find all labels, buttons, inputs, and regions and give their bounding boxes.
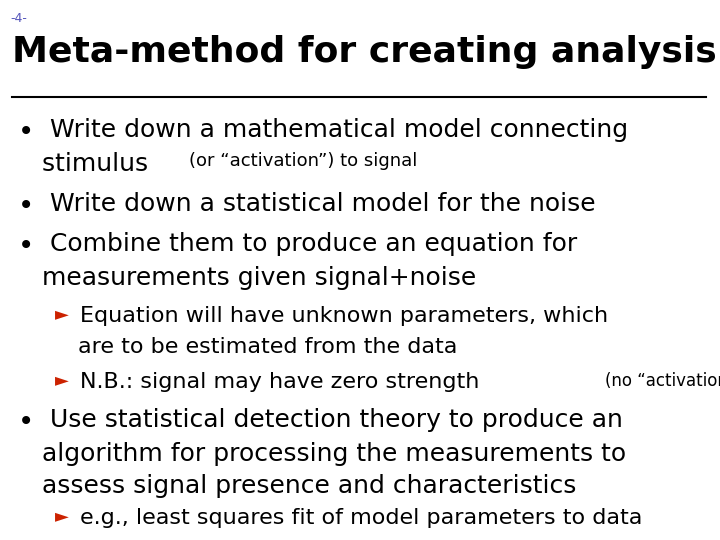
Text: (or “activation”) to signal: (or “activation”) to signal (189, 152, 418, 170)
Text: N.B.: signal may have zero strength: N.B.: signal may have zero strength (81, 372, 487, 392)
Text: assess signal presence and characteristics: assess signal presence and characteristi… (42, 474, 577, 498)
Text: (no “activation”): (no “activation”) (605, 372, 720, 390)
Text: •: • (18, 192, 43, 220)
Text: algorithm for processing the measurements to: algorithm for processing the measurement… (42, 442, 626, 466)
Text: e.g., least squares fit of model parameters to data: e.g., least squares fit of model paramet… (81, 508, 643, 528)
Text: stimulus: stimulus (42, 152, 156, 176)
Text: Combine them to produce an equation for: Combine them to produce an equation for (50, 232, 577, 256)
Text: are to be estimated from the data: are to be estimated from the data (78, 337, 457, 357)
Text: ►: ► (55, 508, 75, 526)
Text: Write down a statistical model for the noise: Write down a statistical model for the n… (50, 192, 596, 216)
Text: measurements given signal+noise: measurements given signal+noise (42, 266, 476, 290)
Text: Write down a mathematical model connecting: Write down a mathematical model connecti… (50, 118, 629, 142)
Text: ►: ► (55, 372, 75, 390)
Text: -4-: -4- (10, 12, 27, 25)
Text: Meta-method for creating analysis methods: Meta-method for creating analysis method… (12, 35, 720, 69)
Text: •: • (18, 408, 43, 436)
Text: •: • (18, 232, 43, 260)
Text: ►: ► (55, 306, 75, 324)
Text: •: • (18, 118, 43, 146)
Text: Equation will have unknown parameters, which: Equation will have unknown parameters, w… (81, 306, 608, 326)
Text: Use statistical detection theory to produce an: Use statistical detection theory to prod… (50, 408, 624, 432)
